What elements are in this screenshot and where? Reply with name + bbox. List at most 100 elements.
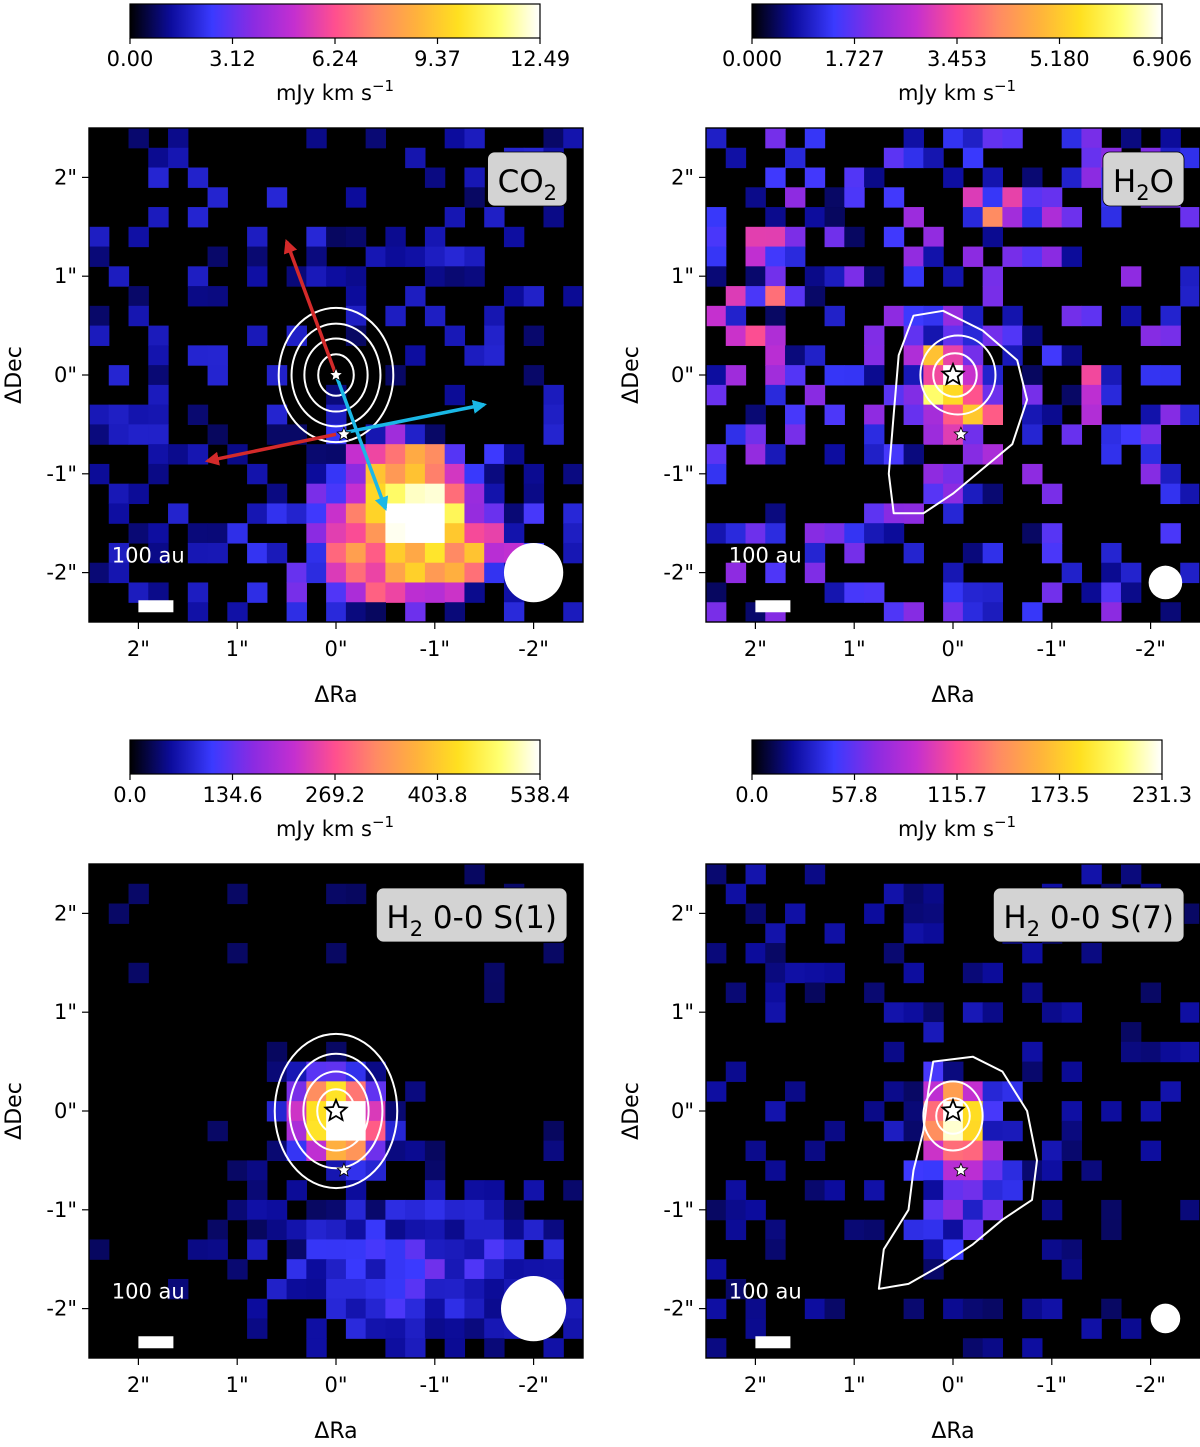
heatmap-pixel	[962, 207, 984, 228]
outflow-arrow-red	[283, 238, 338, 376]
x-tick-label: -1"	[1036, 637, 1067, 661]
colorbar-tick-label: 3.453	[927, 47, 987, 71]
heatmap-pixel	[326, 1081, 347, 1102]
heatmap-pixel	[745, 226, 766, 248]
heatmap-pixel	[266, 483, 288, 505]
heatmap-pixel	[464, 345, 485, 366]
heatmap-pixel	[962, 424, 984, 445]
heatmap-pixel	[306, 1338, 327, 1358]
heatmap-pixel	[1140, 1140, 1162, 1161]
colorbar-tick-label: 403.8	[407, 783, 467, 807]
heatmap-pixel	[903, 542, 924, 564]
heatmap-pixel	[484, 325, 505, 346]
heatmap-pixel	[128, 424, 149, 445]
heatmap-pixel	[923, 463, 944, 485]
heatmap-pixel	[1041, 246, 1063, 267]
heatmap-pixel	[306, 444, 327, 465]
colorbar-tick-label: 5.180	[1029, 47, 1089, 71]
heatmap-pixel	[745, 286, 766, 307]
heatmap-pixel	[326, 266, 347, 287]
y-axis: 2" 1" 0" -1" -2" ΔDec	[619, 165, 706, 585]
heatmap-pixel	[405, 602, 426, 622]
heatmap-pixel	[864, 903, 885, 924]
heatmap-pixel	[883, 384, 905, 406]
y-tick-label: -2"	[663, 561, 694, 585]
heatmap-pixel	[227, 943, 248, 964]
heatmap-pixel	[864, 404, 885, 425]
heatmap-pixel	[943, 424, 964, 445]
heatmap-pixel	[765, 226, 786, 248]
x-tick-label: 1"	[226, 1373, 249, 1397]
heatmap-pixel	[227, 883, 248, 905]
heatmap-pixel	[286, 1180, 307, 1201]
heatmap-pixel	[765, 982, 786, 1003]
heatmap-pixel	[247, 1298, 268, 1320]
heatmap-pixel	[903, 602, 924, 622]
heatmap-pixel	[523, 1219, 545, 1241]
heatmap-pixel	[824, 226, 845, 248]
heatmap-pixel	[148, 542, 169, 564]
heatmap-pixel	[464, 582, 485, 603]
heatmap-pixel	[247, 1160, 268, 1181]
heatmap-pixel	[444, 483, 466, 505]
heatmap-pixel	[923, 1160, 944, 1181]
heatmap-pixel	[128, 286, 149, 307]
heatmap-pixel	[824, 1120, 845, 1142]
heatmap-pixel	[464, 1298, 485, 1320]
heatmap-pixel	[824, 444, 845, 465]
heatmap-pixel	[484, 1180, 505, 1201]
heatmap-pixel	[444, 523, 466, 544]
contour-line	[317, 353, 355, 397]
heatmap-pixel	[286, 582, 307, 603]
heatmap-pixel	[982, 404, 1003, 425]
heatmap-pixel	[824, 962, 845, 984]
heatmap-pixel	[903, 147, 924, 169]
heatmap-pixel	[148, 523, 169, 544]
heatmap-pixel	[923, 1061, 944, 1082]
heatmap-pixel	[405, 424, 426, 445]
heatmap-pixel	[824, 923, 845, 944]
heatmap-pixel	[962, 365, 984, 386]
heatmap-pixel	[128, 523, 149, 544]
heatmap-pixel	[326, 562, 347, 584]
heatmap-pixel	[345, 1278, 367, 1300]
heatmap-pixel	[266, 503, 288, 524]
heatmap-pixel	[227, 1160, 248, 1181]
heatmap-pixel	[365, 1298, 386, 1320]
heatmap-pixel	[168, 503, 189, 524]
heatmap-pixel	[982, 226, 1003, 248]
heatmap-pixel	[345, 1318, 367, 1339]
heatmap-pixel	[523, 483, 545, 505]
heatmap-pixel	[903, 128, 924, 149]
heatmap-pixel	[903, 246, 924, 267]
heatmap-pixel	[365, 1101, 386, 1122]
heatmap-pixel	[745, 864, 766, 885]
heatmap-pixel	[706, 582, 727, 603]
x-tick-label: 0"	[941, 1373, 964, 1397]
heatmap-pixel	[543, 1140, 564, 1161]
heatmap-pixel	[1041, 1002, 1063, 1023]
heatmap-pixel	[725, 147, 747, 169]
heatmap-pixel	[345, 444, 367, 465]
heatmap-pixel	[128, 305, 149, 327]
y-axis-label: ΔDec	[2, 1082, 27, 1140]
heatmap-pixel	[365, 1120, 386, 1142]
heatmap-pixel	[745, 266, 766, 287]
heatmap-pixel	[345, 1219, 367, 1241]
x-tick-label: 1"	[226, 637, 249, 661]
heatmap-pixel	[903, 962, 924, 984]
heatmap-pixel	[943, 128, 964, 149]
heatmap-pixel	[345, 562, 367, 584]
scale-bar	[755, 600, 791, 613]
heatmap-pixel	[883, 147, 905, 169]
heatmap-pixel	[903, 266, 924, 287]
heatmap-pixel	[785, 187, 806, 208]
panel-label: H2 0-0 S(7)	[992, 887, 1185, 943]
heatmap-pixel	[883, 523, 905, 544]
heatmap-pixel	[706, 943, 727, 964]
heatmap-pixel	[864, 424, 885, 445]
heatmap-pixel	[943, 503, 964, 524]
heatmap-pixel	[247, 503, 268, 524]
heatmap-pixel	[464, 246, 485, 267]
star-marker	[940, 1097, 966, 1122]
